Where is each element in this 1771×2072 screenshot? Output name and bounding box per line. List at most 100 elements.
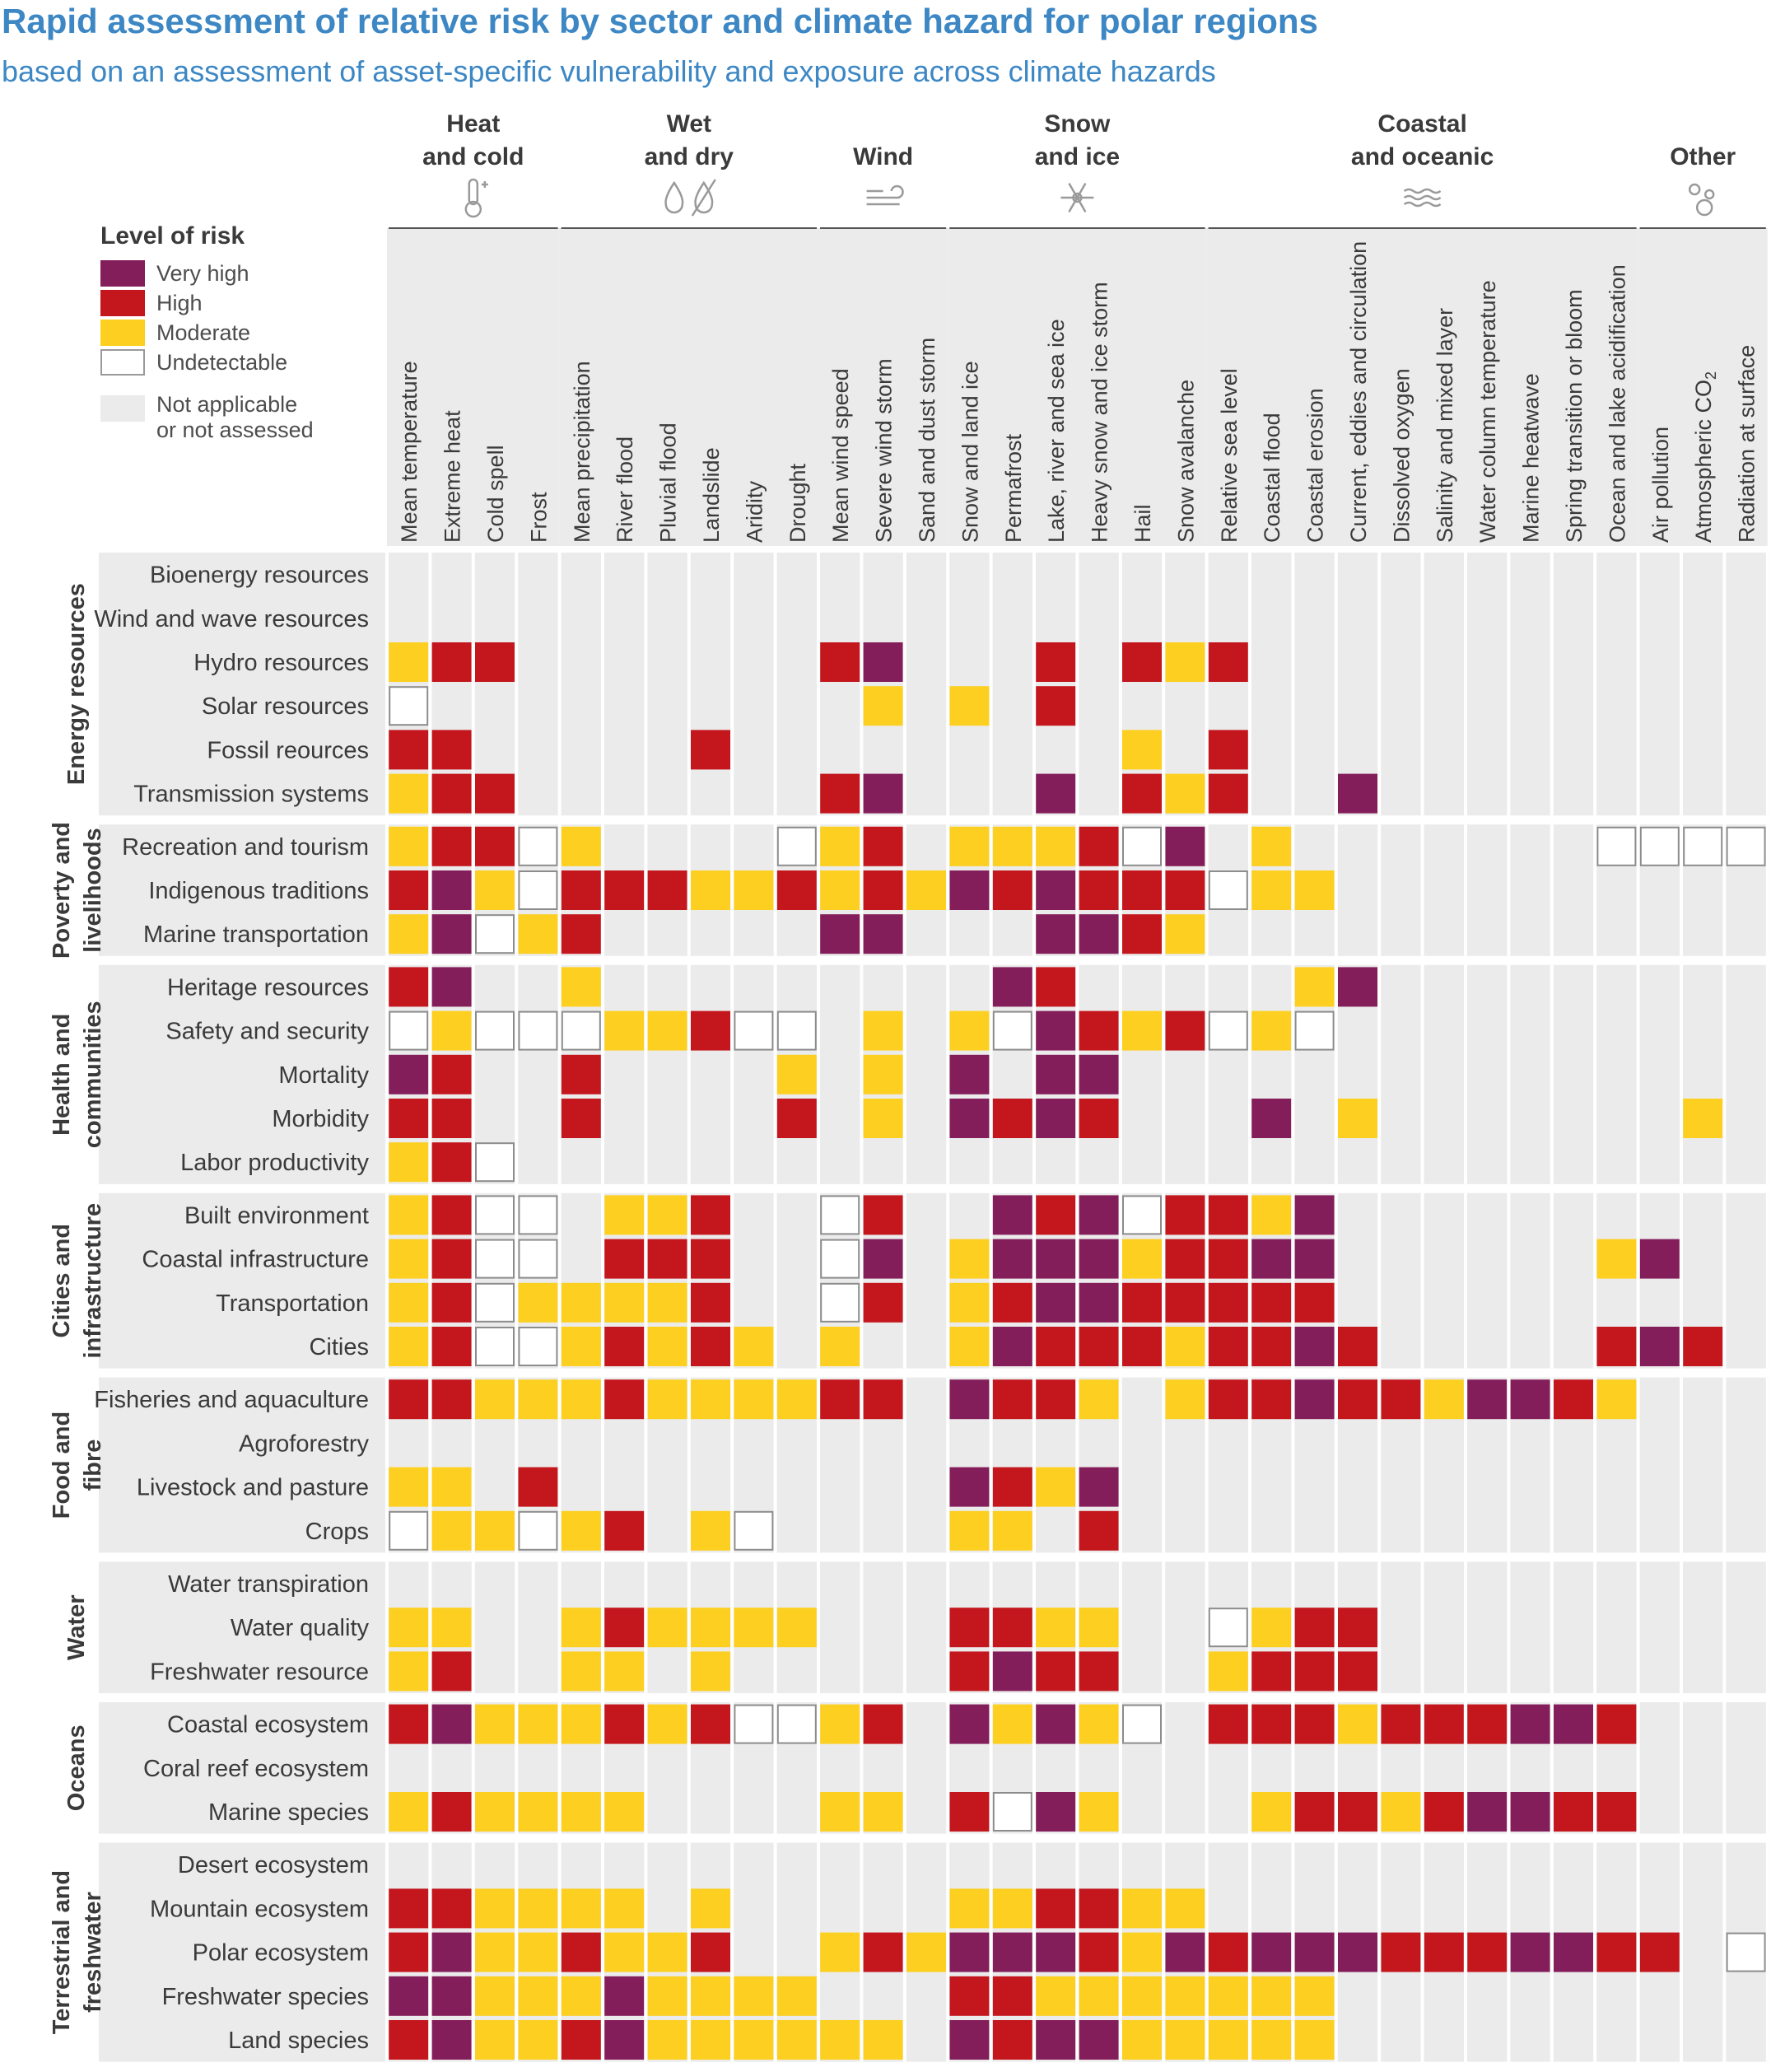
risk-cell-fisheries-and-aquaculture-9: [776, 1379, 817, 1420]
risk-cell-solar-resources-13: [949, 686, 990, 726]
risk-cell-fisheries-and-aquaculture-14: [992, 1379, 1032, 1420]
risk-cell-freshwater-resource-4: [561, 1651, 601, 1692]
risk-cell-polar-ecosystem-27: [1554, 1932, 1593, 1972]
risk-cell-indigenous-traditions-17: [1122, 870, 1162, 910]
sector-row-label: Coastal infrastructure: [142, 1247, 369, 1273]
risk-cell-marine-transportation-11: [863, 914, 903, 954]
risk-cell-water-quality-5: [604, 1608, 645, 1648]
risk-cell-land-species-18: [1165, 2020, 1205, 2060]
risk-cell-coastal-infrastructure-21: [1294, 1239, 1335, 1279]
risk-cell-safety-and-security-7: [691, 1010, 730, 1051]
sector-group-label: livelihoods: [80, 828, 106, 952]
risk-cell-coastal-ecosystem-1: [431, 1704, 472, 1744]
risk-cell-labor-productivity-0: [389, 1142, 429, 1183]
risk-cell-coastal-infrastructure-14: [992, 1239, 1032, 1279]
risk-cell-water-quality-20: [1251, 1608, 1292, 1648]
legend-title: Level of risk: [100, 222, 245, 250]
sector-row-label: Land species: [228, 2028, 369, 2054]
risk-cell-polar-ecosystem-11: [863, 1932, 903, 1972]
risk-cell-land-species-4: [561, 2020, 601, 2060]
risk-cell-coastal-ecosystem-25: [1467, 1704, 1508, 1744]
risk-cell-polar-ecosystem-13: [949, 1932, 990, 1972]
hazard-column-label: Snow avalanche: [1173, 380, 1198, 543]
risk-cell-transportation-20: [1251, 1282, 1292, 1323]
risk-cell-hydro-resources-2: [475, 642, 515, 682]
hazard-column-label: Coastal flood: [1260, 413, 1284, 543]
risk-cell-transportation-4: [561, 1282, 601, 1323]
hazard-column-label: Extreme heat: [440, 410, 465, 543]
hazard-column-label: Mean wind speed: [828, 368, 853, 543]
risk-cell-freshwater-species-17: [1122, 1976, 1162, 2016]
hazard-column-label: Mean temperature: [397, 361, 422, 543]
hazard-column-label: Snow and land ice: [958, 361, 982, 543]
risk-cell-indigenous-traditions-1: [431, 870, 472, 910]
legend-swatch-not-applicable: [100, 395, 145, 422]
risk-cell-polar-ecosystem-4: [561, 1932, 601, 1972]
bubbles-icon: [1688, 183, 1715, 217]
risk-cell-cities-4: [561, 1327, 601, 1366]
risk-cell-safety-and-security-0: [389, 1010, 429, 1051]
hazard-column-label: Salinity and mixed layer: [1433, 308, 1457, 543]
hazard-column-label: Marine heatwave: [1519, 373, 1544, 543]
risk-cell-polar-ecosystem-20: [1251, 1932, 1292, 1972]
legend-na-line1: Not applicable: [156, 392, 298, 417]
risk-cell-built-environment-18: [1165, 1195, 1205, 1235]
legend-swatch: [100, 260, 145, 287]
hazard-column-label: Permafrost: [1001, 433, 1026, 543]
risk-cell-built-environment-10: [820, 1195, 860, 1235]
risk-cell-coastal-ecosystem-28: [1596, 1704, 1637, 1744]
risk-cell-safety-and-security-15: [1036, 1010, 1076, 1051]
risk-cell-built-environment-15: [1036, 1195, 1076, 1235]
risk-cell-water-quality-6: [647, 1608, 687, 1648]
risk-cell-built-environment-21: [1294, 1195, 1335, 1235]
risk-cell-land-species-20: [1251, 2020, 1292, 2060]
sector-row-label: Hydro resources: [193, 650, 369, 676]
risk-cell-coastal-infrastructure-11: [863, 1239, 903, 1279]
risk-cell-water-quality-1: [431, 1608, 472, 1648]
risk-cell-mountain-ecosystem-1: [431, 1888, 472, 1929]
risk-cell-marine-species-10: [820, 1792, 860, 1832]
risk-cell-cities-29: [1639, 1327, 1680, 1366]
sector-group-label: Oceans: [63, 1724, 90, 1811]
risk-cell-hydro-resources-17: [1122, 642, 1162, 682]
risk-cell-coastal-ecosystem-17: [1122, 1704, 1162, 1744]
sector-row-label: Mortality: [278, 1062, 369, 1089]
risk-cell-morbidity-16: [1079, 1099, 1119, 1138]
risk-cell-transportation-18: [1165, 1282, 1205, 1323]
risk-cell-transportation-21: [1294, 1282, 1335, 1323]
risk-cell-coastal-ecosystem-27: [1554, 1704, 1593, 1744]
risk-cell-coastal-infrastructure-29: [1639, 1239, 1680, 1279]
risk-cell-morbidity-1: [431, 1099, 472, 1138]
sector-row-label: Water transpiration: [168, 1571, 369, 1598]
risk-cell-fisheries-and-aquaculture-6: [647, 1379, 687, 1420]
risk-cell-indigenous-traditions-8: [734, 870, 774, 910]
risk-cell-indigenous-traditions-18: [1165, 870, 1205, 910]
risk-cell-water-quality-7: [691, 1608, 730, 1648]
risk-cell-crops-13: [949, 1510, 990, 1551]
risk-cell-coastal-infrastructure-15: [1036, 1239, 1076, 1279]
risk-cell-marine-species-15: [1036, 1792, 1076, 1832]
sector-group-label: fibre: [80, 1440, 106, 1491]
risk-cell-marine-transportation-10: [820, 914, 860, 954]
sector-row-label: Polar ecosystem: [193, 1940, 369, 1967]
risk-cell-built-environment-20: [1251, 1195, 1292, 1235]
risk-cell-freshwater-species-15: [1036, 1976, 1076, 2016]
risk-cell-safety-and-security-14: [992, 1010, 1032, 1051]
risk-cell-polar-ecosystem-26: [1510, 1932, 1550, 1972]
sector-group-band: [99, 964, 1769, 1184]
risk-cell-cities-3: [518, 1327, 558, 1366]
risk-cell-marine-species-13: [949, 1792, 990, 1832]
risk-cell-marine-species-16: [1079, 1792, 1119, 1832]
risk-cell-indigenous-traditions-7: [691, 870, 730, 910]
risk-cell-solar-resources-11: [863, 686, 903, 726]
hazard-column-label: Aridity: [742, 480, 767, 543]
sector-row-label: Cities: [309, 1334, 369, 1360]
hazard-column-label: Air pollution: [1648, 427, 1673, 543]
droplets-icon: [664, 179, 716, 217]
risk-cell-marine-transportation-4: [561, 914, 601, 954]
risk-cell-marine-species-27: [1554, 1792, 1593, 1832]
risk-cell-recreation-and-tourism-9: [776, 826, 817, 866]
waves-icon: [1403, 188, 1442, 208]
hazard-group-header-band: [948, 228, 1207, 546]
